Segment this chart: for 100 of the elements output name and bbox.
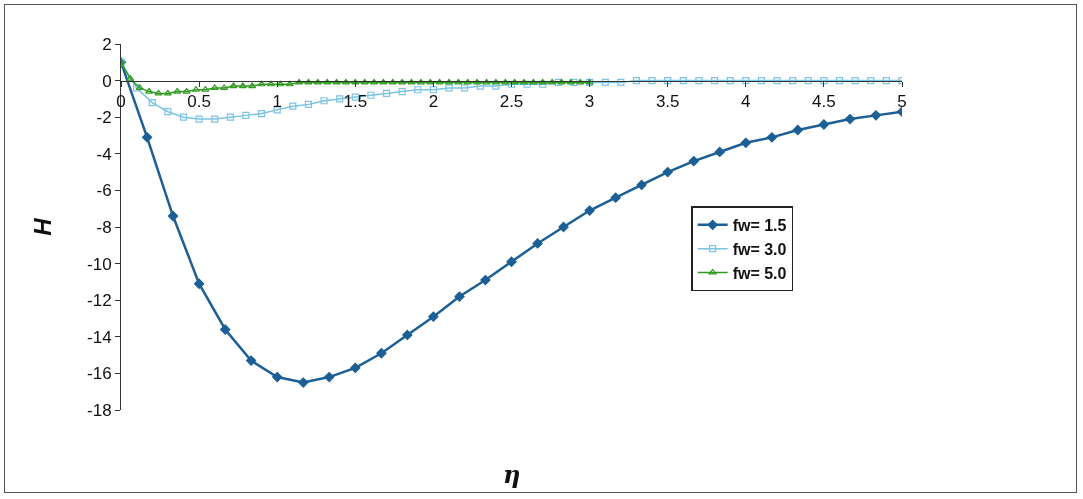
point — [336, 95, 344, 103]
point — [664, 77, 672, 85]
point — [257, 109, 266, 118]
point — [610, 192, 621, 203]
x-tick-label: 4 — [741, 92, 751, 111]
point — [501, 78, 510, 85]
y-tick-label: 2 — [102, 34, 112, 54]
y-tick-label: -10 — [87, 254, 112, 274]
point — [298, 377, 309, 388]
point — [461, 84, 469, 92]
point — [211, 115, 219, 123]
y-tick-label: -2 — [96, 108, 112, 128]
point — [636, 179, 647, 191]
point — [379, 78, 388, 85]
point — [416, 78, 425, 85]
point — [548, 78, 557, 85]
point — [141, 132, 153, 143]
x-axis-title: η — [503, 460, 521, 489]
point — [532, 238, 543, 249]
point — [266, 80, 276, 87]
point — [557, 78, 566, 85]
x-tick-label: 2.5 — [499, 92, 524, 111]
legend-label: fw= 3.0 — [732, 240, 787, 258]
point — [429, 86, 437, 94]
point — [376, 348, 387, 359]
x-tick-label: 1.5 — [343, 92, 368, 111]
point — [844, 113, 856, 125]
point — [145, 87, 154, 94]
x-tick-label: 3.5 — [655, 92, 680, 111]
point — [695, 77, 703, 85]
point — [154, 89, 163, 96]
point — [289, 102, 297, 110]
point — [740, 137, 751, 148]
point — [360, 78, 369, 85]
y-tick-label: -12 — [87, 291, 112, 311]
y-axis-title: H — [29, 217, 57, 236]
point — [324, 371, 335, 383]
point — [163, 89, 172, 96]
x-tick-label: 1 — [272, 92, 282, 111]
point — [182, 87, 191, 94]
point — [867, 77, 875, 85]
point — [193, 278, 205, 289]
point — [851, 77, 859, 85]
y-tick-label: -18 — [87, 400, 112, 420]
point — [482, 78, 491, 85]
point — [710, 77, 719, 85]
point — [220, 84, 229, 91]
point — [882, 77, 890, 85]
point — [179, 113, 188, 121]
point — [804, 77, 812, 85]
point — [519, 78, 529, 85]
point — [454, 291, 465, 302]
point — [714, 146, 725, 158]
point — [382, 89, 391, 98]
point — [480, 274, 491, 286]
point — [295, 78, 304, 85]
point — [632, 77, 641, 85]
point — [757, 77, 766, 85]
point — [576, 78, 585, 85]
point — [473, 78, 482, 85]
point — [350, 362, 361, 374]
point — [414, 86, 422, 94]
point — [272, 371, 283, 383]
x-tick-label: 0.5 — [187, 92, 211, 111]
y-tick-label: -8 — [96, 217, 112, 237]
point — [173, 87, 182, 94]
point — [566, 78, 575, 85]
point — [323, 78, 332, 85]
point — [742, 77, 750, 85]
point — [476, 82, 484, 90]
legend-label: fw= 1.5 — [732, 217, 787, 235]
point — [407, 78, 416, 85]
y-tick-label: -16 — [87, 364, 112, 384]
legend-label: fw= 5.0 — [732, 264, 787, 282]
y-tick-label: -4 — [96, 144, 112, 164]
point — [454, 78, 463, 85]
point — [820, 77, 828, 85]
x-tick-label: 5 — [897, 92, 907, 111]
point — [835, 77, 844, 85]
point — [688, 155, 699, 167]
point — [445, 84, 453, 92]
point — [320, 97, 328, 105]
point — [818, 119, 830, 130]
point — [491, 78, 500, 85]
y-tick-label: 0 — [102, 71, 112, 91]
point — [584, 205, 595, 216]
point — [388, 78, 397, 85]
point — [242, 111, 250, 119]
point — [773, 77, 781, 85]
point — [351, 78, 360, 85]
point — [726, 77, 734, 85]
point — [402, 329, 413, 341]
point — [617, 78, 625, 87]
point — [662, 166, 673, 178]
point — [792, 124, 803, 136]
point — [506, 256, 517, 267]
point — [304, 100, 313, 108]
point — [229, 82, 238, 89]
point — [648, 77, 656, 85]
point — [679, 77, 687, 85]
